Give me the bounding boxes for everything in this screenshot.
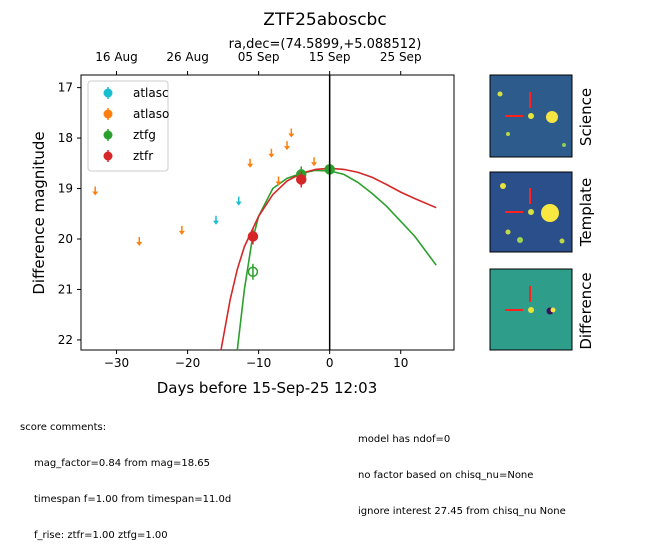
atlaso-limit-arrow [92,191,99,196]
comment-line: no factor based on chisq_nu=None [358,470,534,481]
y-tick-label: 22 [58,333,73,347]
y-tick-label: 21 [58,282,73,296]
atlaso-limit-arrow [284,146,291,151]
figure-subtitle: ra,dec=(74.5899,+5.088512) [229,37,422,52]
ztfg-point [247,266,259,278]
thumbnail-label: Science [577,88,595,146]
difference-residual [550,307,556,313]
x-tick-label: −30 [104,356,129,370]
x-tick-label: −20 [175,356,200,370]
science-star [562,143,566,147]
science-star [546,111,558,123]
top-tick-label: 25 Sep [380,50,422,64]
axis-ticks: −30 −20 −10 0 10 17 18 19 20 21 22 16 Aug 26 Aug 05 S… [58,50,422,370]
thumbnail-label: Template [577,178,595,247]
difference-source [528,307,534,313]
thumbnail-template: Template [489,171,595,253]
template-star [559,238,565,244]
model-curves [220,167,437,350]
legend-marker [103,130,113,140]
template-star [505,229,511,235]
ztfr-point [295,174,307,185]
atlaso-limit-arrow [311,162,318,167]
comment-line: model has ndof=0 [358,434,451,445]
ztfr-point [247,231,259,242]
atlasc-limit-arrow [212,220,219,225]
comment-line: timespan f=1.00 from timespan=11.0d [34,494,232,505]
comments-title: score comments: [20,422,107,433]
template-source [528,209,534,215]
figure-title: ZTF25aboscbc [263,10,386,30]
model-comments: model has ndof=0 no factor based on chis… [358,410,566,530]
top-tick-label: 26 Aug [166,50,209,64]
score-comments: score comments: mag_factor=0.84 from mag… [20,398,231,554]
thumbnail-label: Difference [577,272,595,349]
thumbnail-difference: Difference [489,268,595,351]
science-star [506,132,510,136]
top-tick-label: 16 Aug [95,50,138,64]
legend-label: ztfg [133,128,156,142]
top-tick-label: 05 Sep [238,50,280,64]
y-tick-label: 20 [58,232,73,246]
legend-label: atlasc [133,86,169,100]
atlaso-limit-arrow [136,241,143,246]
template-star [517,237,523,243]
thumbnail-science: Science [489,74,595,158]
template-star [541,204,559,222]
model-curve-ztfr [220,167,437,350]
comment-line: mag_factor=0.84 from mag=18.65 [34,458,211,469]
atlaso-limit-arrow [268,153,275,158]
model-curve-ztfg [236,169,437,350]
legend-marker [103,109,113,119]
atlaso-limit-arrow [178,230,185,235]
comment-line: f_rise: ztfr=1.00 ztfg=1.00 [34,530,168,541]
legend-marker [103,88,113,98]
lightcurve-figure: ZTF25aboscbc ra,dec=(74.5899,+5.088512) … [30,10,595,397]
x-tick-label: 10 [393,356,408,370]
science-source [528,113,534,119]
x-tick-label: −10 [246,356,271,370]
legend-marker [103,151,113,161]
legend-box [87,80,169,172]
atlaso-limit-arrow [247,163,254,168]
top-tick-label: 15 Sep [309,50,351,64]
y-tick-label: 18 [58,131,73,145]
x-axis-label: Days before 15-Sep-25 12:03 [157,379,378,397]
legend-label: atlaso [133,107,169,121]
atlaso-limit-arrow [288,133,295,138]
legend-label: ztfr [133,149,153,163]
y-tick-label: 19 [58,182,73,196]
plot-frame [80,74,455,351]
template-star [500,183,506,189]
science-star [497,91,503,97]
x-tick-label: 0 [326,356,334,370]
comment-line: ignore interest 27.45 from chisq_nu None [358,506,566,517]
legend: atlasc atlaso ztfg ztfr [87,80,169,172]
atlasc-limit-arrow [235,201,242,206]
y-axis-label: Difference magnitude [30,131,48,294]
atlaso-limit-arrow [275,181,282,186]
y-tick-label: 17 [58,81,73,95]
